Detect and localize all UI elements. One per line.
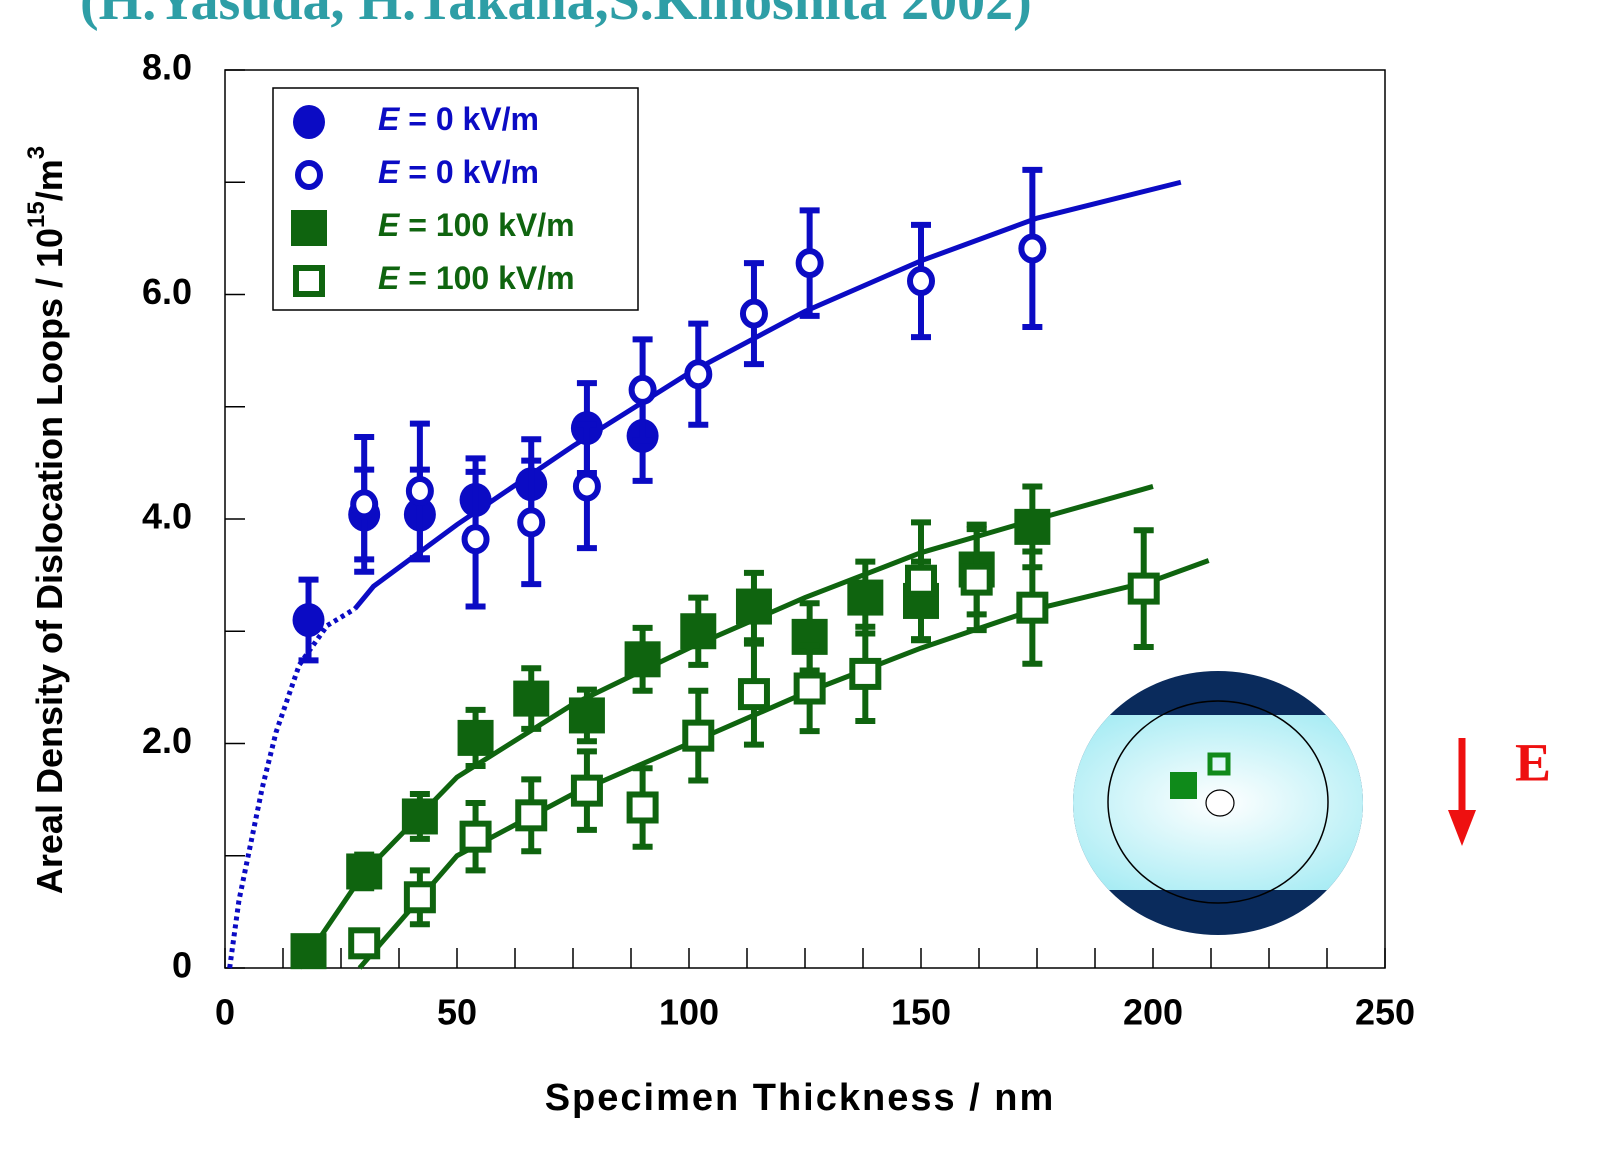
point xyxy=(292,603,325,638)
point xyxy=(461,524,490,555)
y-axis-label: Areal Density of Dislocation Loops / 101… xyxy=(23,146,69,894)
inset-filled-square xyxy=(1170,772,1197,799)
legend-marker xyxy=(293,265,325,297)
point xyxy=(628,374,657,405)
fit-curve xyxy=(227,606,357,969)
y-tick-label: 6.0 xyxy=(142,271,192,312)
y-tick-label: 0 xyxy=(172,945,192,986)
y-tick-label: 4.0 xyxy=(142,496,192,537)
legend-marker xyxy=(295,160,323,190)
point xyxy=(739,298,768,329)
point xyxy=(403,881,436,914)
inset-open-square xyxy=(1207,752,1231,776)
x-tick-label: 50 xyxy=(437,992,477,1033)
legend-label: E = 100 kV/m xyxy=(378,260,575,296)
point xyxy=(682,719,715,752)
legend-marker xyxy=(291,210,327,246)
y-axis-label-part: Areal Density of Dislocation Loops / 10 xyxy=(29,228,70,894)
legend-label: E = 0 kV/m xyxy=(378,101,539,137)
point xyxy=(568,697,605,734)
point xyxy=(459,820,492,853)
y-axis-label-superscript: 3 xyxy=(23,146,50,159)
legend-label: E = 0 kV/m xyxy=(378,154,539,190)
point xyxy=(350,489,379,520)
legend-box xyxy=(272,87,639,311)
x-tick-label: 100 xyxy=(659,992,719,1033)
point xyxy=(793,672,826,705)
x-tick-label: 250 xyxy=(1355,992,1415,1033)
point xyxy=(680,613,717,650)
point xyxy=(1016,591,1049,624)
point xyxy=(847,579,884,616)
x-tick-label: 200 xyxy=(1123,992,1183,1033)
x-tick-label: 150 xyxy=(891,992,951,1033)
point xyxy=(626,791,659,824)
field-label: E xyxy=(1515,732,1551,792)
point xyxy=(401,798,438,835)
point xyxy=(290,933,327,970)
point xyxy=(570,774,603,807)
point xyxy=(348,927,381,960)
inset-hole xyxy=(1205,789,1235,817)
x-tick-label: 0 xyxy=(215,992,235,1033)
y-tick-label: 2.0 xyxy=(142,720,192,761)
legend-marker xyxy=(293,105,325,139)
inner-circle xyxy=(1107,700,1329,904)
point xyxy=(517,507,546,538)
point xyxy=(960,563,993,596)
point xyxy=(905,564,937,597)
y-tick-label: 8.0 xyxy=(142,47,192,88)
point xyxy=(737,678,770,711)
y-axis-label-superscript: 15 xyxy=(23,201,50,228)
point xyxy=(405,475,434,506)
point xyxy=(735,588,772,625)
point xyxy=(795,248,824,279)
point xyxy=(346,853,383,890)
y-axis-label-part: /m xyxy=(29,159,70,201)
inset-diagram xyxy=(1073,671,1363,935)
point xyxy=(515,799,548,832)
point xyxy=(1127,572,1160,605)
legend-label: E = 100 kV/m xyxy=(378,207,575,243)
field-arrow-head xyxy=(1448,810,1476,846)
point xyxy=(1014,508,1051,545)
point xyxy=(457,719,494,756)
point xyxy=(1018,233,1047,264)
point xyxy=(513,680,550,717)
point xyxy=(849,657,882,690)
chart-title: (H.Yasuda, H.Takaha,S.Kinoshita 2002) xyxy=(80,0,1032,32)
point xyxy=(684,359,713,390)
point xyxy=(572,471,601,502)
point xyxy=(907,266,935,297)
x-axis-label: Specimen Thickness / nm xyxy=(545,1077,1056,1119)
point xyxy=(624,641,661,678)
